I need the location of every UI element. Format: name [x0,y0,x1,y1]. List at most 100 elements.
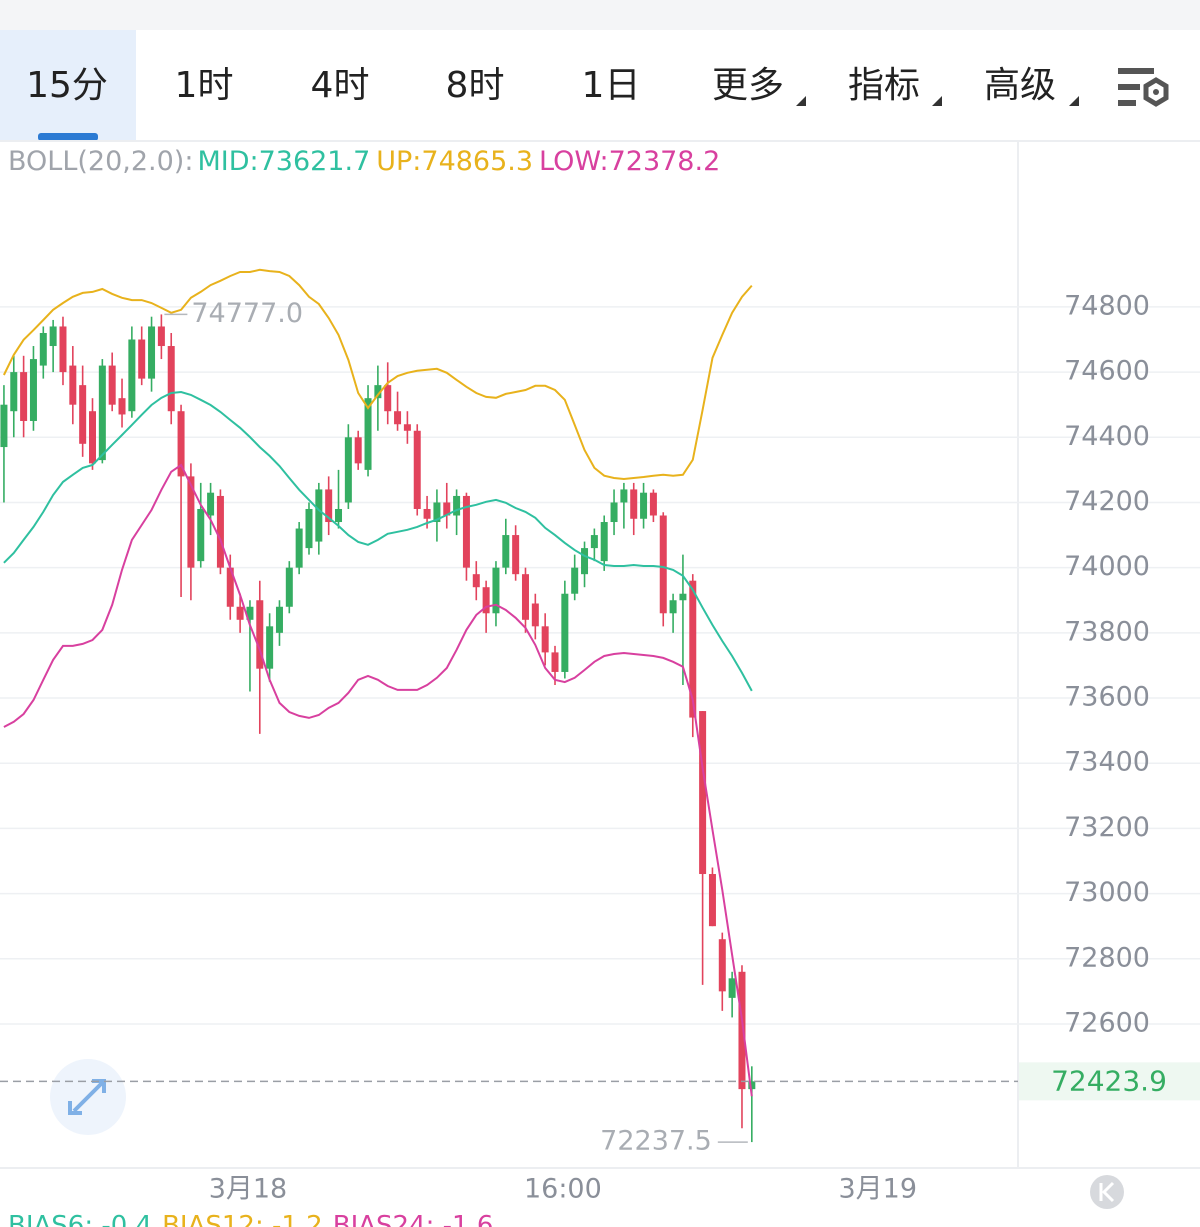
candle-body [236,606,244,620]
band-line [3,390,753,692]
candle-body [0,404,8,448]
candle-body [531,603,539,627]
candle-body [462,495,470,568]
candle-body [649,492,657,516]
y-tick-label: 72800 [1064,942,1150,973]
candle-body [423,508,431,519]
candle-body [610,502,618,523]
candle-body [679,593,687,601]
candle-body [551,652,559,672]
dropdown-arrow [1069,96,1079,106]
candle-body [590,535,598,549]
candle-body [600,522,608,562]
scroll-latest-button[interactable] [1090,1175,1124,1209]
x-tick-label: 3月18 [209,1174,288,1205]
candle-body [207,492,215,516]
candle-body [335,508,343,523]
candle-body [98,365,106,461]
y-tick-label: 74200 [1064,486,1150,517]
last-price-label: 72423.9 [1051,1064,1167,1097]
candle-body [748,1081,756,1090]
candle-body [197,508,205,562]
last-price-box [1019,1062,1200,1101]
expand-button[interactable] [50,1059,126,1135]
tab[interactable]: 1日 [582,65,641,106]
candle-body [502,535,510,568]
candle-body [738,971,746,1090]
candle-body [20,372,28,421]
candle-body [59,326,67,373]
y-tick-label: 73000 [1064,877,1150,908]
dropdown-arrow [932,96,942,106]
candle-body [453,495,461,516]
candle-body [669,600,677,614]
y-tick-label: 72600 [1064,1007,1150,1038]
candle-body [472,574,480,588]
tab[interactable]: 1时 [175,65,234,106]
y-tick-label: 74800 [1064,290,1150,321]
candle-body [413,430,421,509]
candle-body [266,626,274,669]
candle-body [285,567,293,607]
legend-name: MID: [197,146,258,177]
candle-body [403,424,411,431]
candle-body [157,326,165,347]
candle-body [630,489,638,519]
tab[interactable]: 15分 [26,65,108,106]
candle-body [571,567,579,594]
indicator-legend: BOLL(20,2.0): MID:73621.7 UP:74865.3 LOW:72… [8,146,720,177]
candle-body [374,385,382,399]
candle-body [541,626,549,653]
active-tab-indicator [38,133,98,141]
candle-body [443,502,451,516]
candle-body [521,574,529,620]
candle-body [394,411,402,425]
candle-body [69,365,77,405]
candle-body [433,502,441,523]
candle-body [10,372,18,412]
indicator-label: BOLL(20,2.0): [8,146,193,177]
candle-body [492,567,500,614]
legend-value: 74865.3 [421,146,533,177]
candle-body [384,385,392,412]
band-line [3,463,753,1097]
band-line [3,268,753,481]
legend-value: 72378.2 [609,146,721,177]
candle-body [89,411,97,464]
candle-body [315,489,323,542]
y-tick-label: 73200 [1064,812,1150,843]
legend-name: UP: [376,146,421,177]
y-tick-label: 73800 [1064,616,1150,647]
tab[interactable]: 指标 [848,65,920,106]
min-label: 72237.5 [600,1126,712,1157]
candle-body [187,476,195,568]
candle-body [148,326,156,379]
candle-body [364,398,372,470]
x-tick-label: 16:00 [524,1174,602,1205]
candle-body [246,606,254,620]
tab[interactable]: 更多 [712,65,784,106]
candle-body [728,978,736,998]
candle-body [482,587,490,614]
y-tick-label: 74400 [1064,421,1150,452]
settings-icon[interactable] [1118,68,1169,107]
y-tick-label: 73600 [1064,682,1150,713]
y-tick-label: 74600 [1064,356,1150,387]
candle-body [118,398,126,415]
candle-body [620,489,628,503]
bias-item: BIAS6: -0.4 [8,1211,152,1227]
dropdown-arrow [796,96,806,106]
candle-body [354,437,362,464]
tab[interactable]: 8时 [446,65,505,106]
tab[interactable]: 4时 [311,65,370,106]
candle-body [39,332,47,366]
candle-body [581,548,589,575]
candle-body [344,437,352,503]
tab[interactable]: 高级 [984,65,1056,106]
x-tick-label: 3月19 [838,1174,917,1205]
bias-item: BIAS12: -1.2 [162,1211,323,1227]
candle-body [177,411,185,477]
active-tab-bg [0,30,136,140]
candle-body [226,567,234,607]
